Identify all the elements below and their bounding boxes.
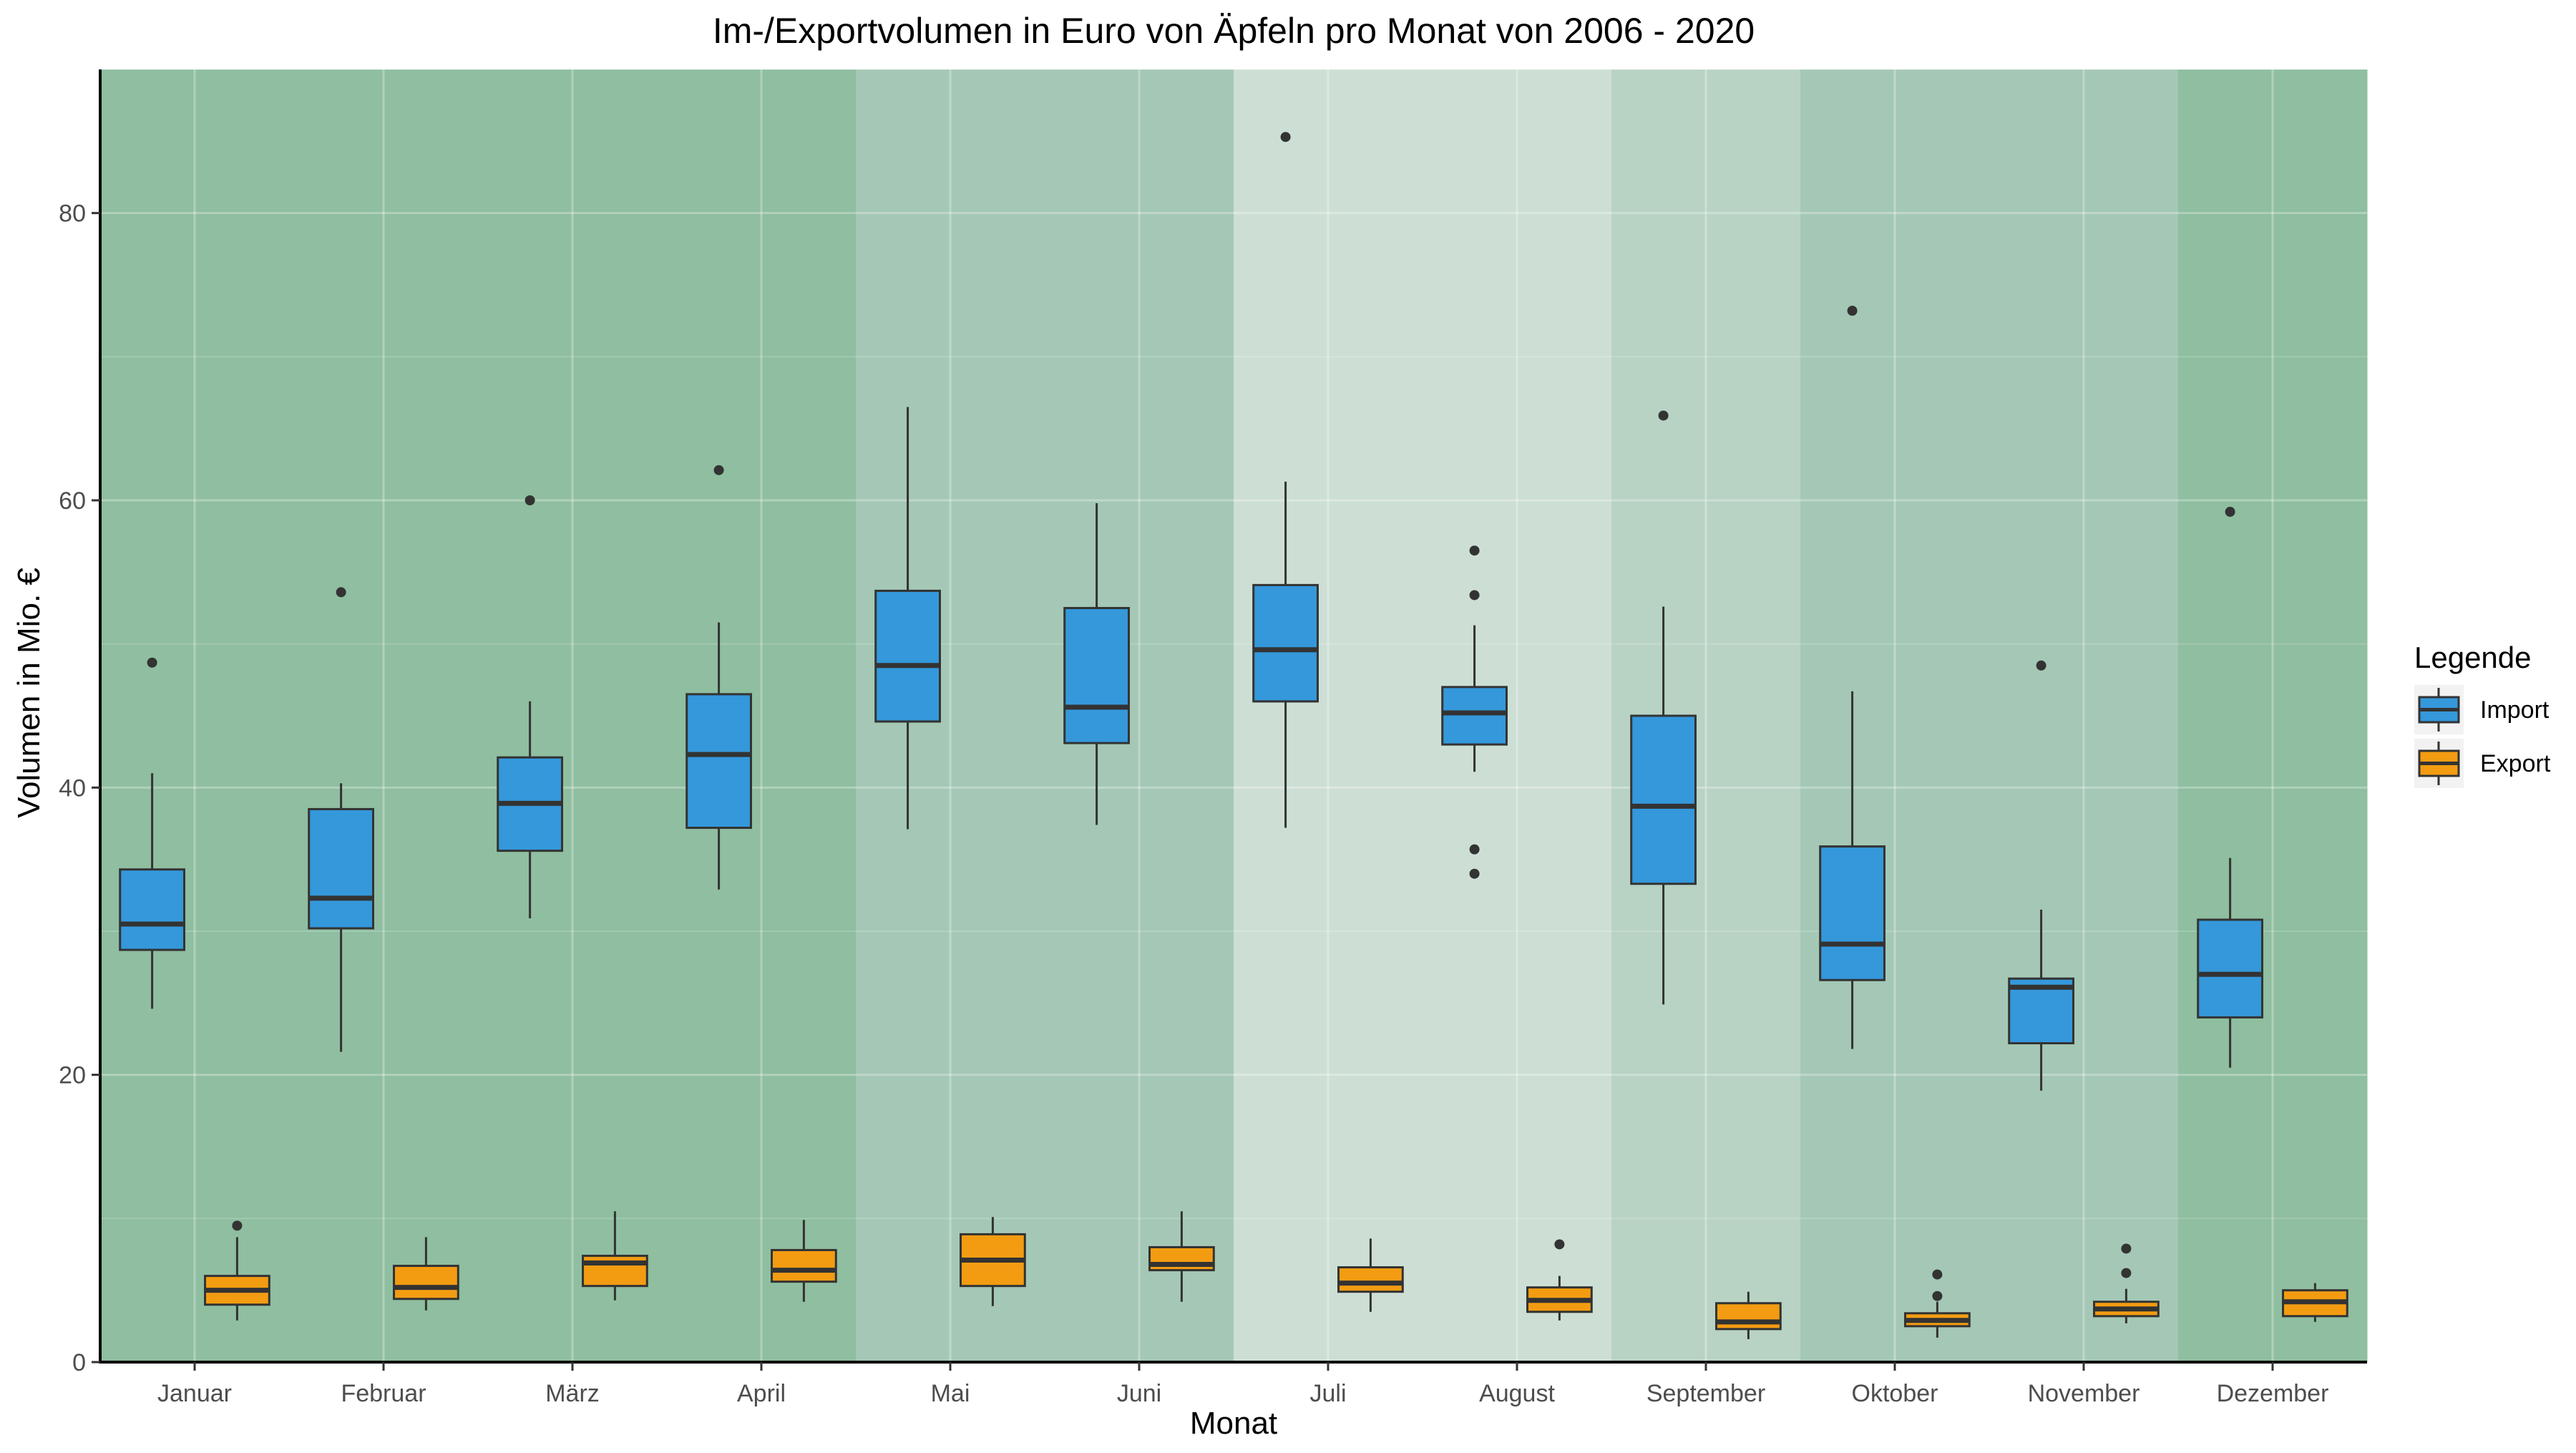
outlier-point (2121, 1268, 2132, 1278)
x-tick-label: August (1479, 1380, 1555, 1407)
box-iqr (2197, 918, 2263, 1019)
outlier-point (713, 465, 724, 475)
outlier-point (1469, 545, 1480, 556)
import-box-9 (1630, 410, 1697, 1005)
import-box-4 (686, 465, 752, 890)
x-tick-label: Dezember (2217, 1380, 2329, 1407)
x-tick-label: Oktober (1852, 1380, 1938, 1407)
outlier-point (525, 495, 535, 505)
import-box-10 (1819, 306, 1885, 1049)
band-10 (1800, 69, 1990, 1362)
box-iqr (308, 807, 374, 930)
export-box-10 (1904, 1269, 1971, 1338)
x-tick-label: Januar (157, 1380, 232, 1407)
outlier-point (1847, 306, 1858, 316)
export-box-11 (2093, 1243, 2160, 1323)
band-1 (100, 69, 290, 1362)
outlier-point (2225, 507, 2235, 517)
outlier-point (336, 587, 346, 598)
y-tick-label: 20 (59, 1062, 86, 1089)
import-box-1 (119, 657, 185, 1009)
x-tick-label: November (2028, 1380, 2140, 1407)
box-iqr (1441, 686, 1508, 746)
outlier-point (1280, 132, 1291, 142)
box-iqr (771, 1248, 837, 1283)
box-iqr (1715, 1302, 1782, 1331)
y-tick-label: 40 (59, 774, 86, 802)
outlier-point (1554, 1239, 1565, 1250)
box-iqr (686, 693, 752, 830)
box-iqr (1819, 845, 1885, 981)
export-box-9 (1715, 1291, 1782, 1339)
export-box-3 (582, 1211, 648, 1301)
x-tick-label: März (545, 1380, 600, 1407)
x-tick-label: September (1646, 1380, 1765, 1407)
band-7 (1234, 69, 1423, 1362)
import-box-3 (497, 495, 563, 918)
y-tick-label: 80 (59, 200, 86, 228)
x-tick-labels: Januar Februar März April Mai Juni Juli August S… (157, 1380, 2328, 1407)
axes-layer (92, 69, 2367, 1371)
import-box-2 (308, 587, 374, 1052)
export-box-12 (2282, 1283, 2348, 1322)
outlier-point (1469, 868, 1480, 879)
outlier-point (1932, 1291, 1943, 1301)
chart-title: Im-/Exportvolumen in Euro von Äpfeln pro… (713, 11, 1755, 51)
export-box-2 (393, 1237, 459, 1311)
outlier-point (1932, 1269, 1943, 1280)
legend-key-export (2414, 739, 2464, 788)
x-tick-label: Februar (341, 1380, 426, 1407)
export-box-4 (771, 1220, 837, 1302)
box-iqr (1252, 583, 1319, 703)
export-box-7 (1337, 1238, 1404, 1312)
export-box-8 (1526, 1239, 1593, 1321)
box-iqr (393, 1265, 459, 1301)
month-bands (100, 69, 2368, 1362)
legend: Legende Import Export (2414, 641, 2551, 788)
x-tick-label: Juni (1117, 1380, 1161, 1407)
export-box-1 (204, 1220, 270, 1321)
x-tick-label: Juli (1309, 1380, 1346, 1407)
box-iqr (874, 589, 941, 723)
export-box-6 (1148, 1211, 1215, 1302)
x-tick-label: April (737, 1380, 786, 1407)
import-box-7 (1252, 132, 1319, 828)
box-iqr (1630, 714, 1697, 885)
import-box-6 (1063, 503, 1130, 825)
outlier-point (1658, 410, 1669, 421)
band-12 (2178, 69, 2368, 1362)
outlier-point (2036, 660, 2046, 671)
box-iqr (1063, 607, 1130, 744)
legend-title: Legende (2414, 641, 2532, 674)
box-iqr (1337, 1266, 1404, 1293)
import-box-12 (2197, 507, 2263, 1068)
legend-key-import (2414, 685, 2464, 734)
import-box-5 (874, 407, 941, 830)
x-axis-title: Monat (1190, 1406, 1277, 1441)
band-2 (289, 69, 479, 1362)
band-11 (1989, 69, 2179, 1362)
y-axis-title: Volumen in Mio. € (11, 568, 47, 818)
outlier-point (232, 1220, 243, 1231)
outlier-point (2121, 1243, 2132, 1254)
import-box-11 (2008, 660, 2074, 1091)
box-iqr (119, 868, 185, 951)
legend-label-export: Export (2480, 750, 2551, 777)
legend-label-import: Import (2480, 696, 2550, 724)
band-3 (478, 69, 668, 1362)
y-tick-label: 60 (59, 487, 86, 515)
x-tick-label: Mai (931, 1380, 970, 1407)
outlier-point (1469, 844, 1480, 855)
export-box-5 (960, 1217, 1026, 1306)
box-iqr (582, 1255, 648, 1288)
y-tick-label: 0 (72, 1349, 86, 1376)
outlier-point (1469, 590, 1480, 601)
boxes-layer (119, 132, 2348, 1339)
import-box-8 (1441, 545, 1508, 879)
y-tick-labels: 0 20 40 60 80 (59, 200, 86, 1376)
outlier-point (147, 657, 157, 668)
